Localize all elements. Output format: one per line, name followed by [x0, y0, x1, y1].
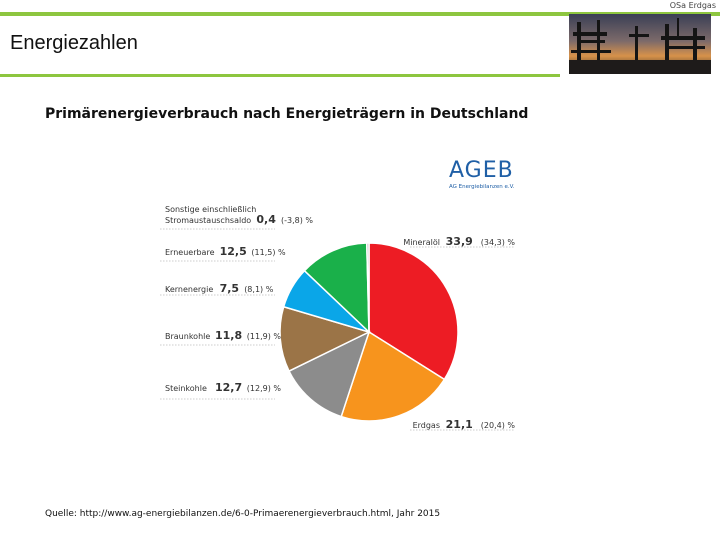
pie-slice-2 — [288, 330, 371, 418]
pie-label-value: 33,9 — [446, 235, 473, 248]
pie-label-value: 0,4 — [256, 213, 276, 226]
pie-slice-6 — [365, 242, 370, 333]
pie-label-previous: (34,3) % — [481, 238, 516, 247]
pie-label-previous: (-3,8) % — [281, 216, 313, 225]
pie-label-4: Kernenergie 7,5 (8,1) % — [160, 282, 275, 296]
corner-label: OSa Erdgas — [669, 1, 716, 10]
pie-label-3: Braunkohle 11,8 (11,9) % — [160, 329, 282, 346]
pie-label-name: Sonstige einschließlich — [165, 205, 256, 214]
pie-label-name: Stromaustauschsaldo — [165, 216, 251, 225]
pie-label-value: 11,8 — [215, 329, 242, 342]
pie-label-previous: (20,4) % — [481, 421, 516, 430]
pie-label-value: 12,5 — [220, 245, 247, 258]
pie-label-name: Mineralöl — [403, 238, 440, 247]
pie-label-0: (34,3) % 33,9 Mineralöl — [403, 235, 515, 248]
pie-label-previous: (11,9) % — [247, 332, 282, 341]
pie-slice-1 — [340, 330, 446, 422]
logo-subtext: AG Energiebilanzen e.V. — [449, 184, 515, 190]
pie-label-previous: (8,1) % — [244, 285, 274, 294]
pie-label-5: Erneuerbare 12,5 (11,5) % — [160, 245, 286, 262]
logo-text: AGEB — [449, 158, 514, 183]
header-top-accent-line — [0, 12, 720, 16]
pie-label-6: Sonstige einschließlich Stromaustauschsal… — [160, 205, 313, 230]
offshore-platform-photo — [569, 14, 711, 74]
pie-label-value: 7,5 — [220, 282, 240, 295]
pie-label-name: Steinkohle — [165, 384, 207, 393]
pie-label-1: (20,4) % 21,1 Erdgas — [410, 418, 515, 431]
pie-label-previous: (11,5) % — [251, 248, 286, 257]
pie-label-previous: (12,9) % — [247, 384, 282, 393]
pie-label-name: Erdgas — [413, 421, 440, 430]
pie-label-value: 21,1 — [446, 418, 473, 431]
ageb-logo: AGEB AG Energiebilanzen e.V. — [449, 158, 517, 196]
pie-label-value: 12,7 — [215, 381, 242, 394]
energy-pie-chart: (34,3) % 33,9 Mineralöl (20,4) % 21,1 Erdgas S… — [160, 205, 515, 431]
pie-slice-3 — [279, 305, 372, 373]
pie-slice-5 — [303, 242, 370, 334]
chart-subtitle: Primärenergieverbrauch nach Energieträge… — [45, 106, 529, 122]
pie-label-name: Erneuerbare — [165, 248, 215, 257]
pie-label-2: Steinkohle 12,7 (12,9) % — [160, 381, 282, 400]
pie-label-name: Braunkohle — [165, 332, 210, 341]
source-note: Quelle: http://www.ag-energiebilanzen.de… — [45, 509, 441, 519]
pie-label-name: Kernenergie — [165, 285, 213, 294]
header-underline — [0, 74, 560, 77]
page-title: Energiezahlen — [10, 32, 138, 54]
pie-slices — [279, 242, 459, 422]
